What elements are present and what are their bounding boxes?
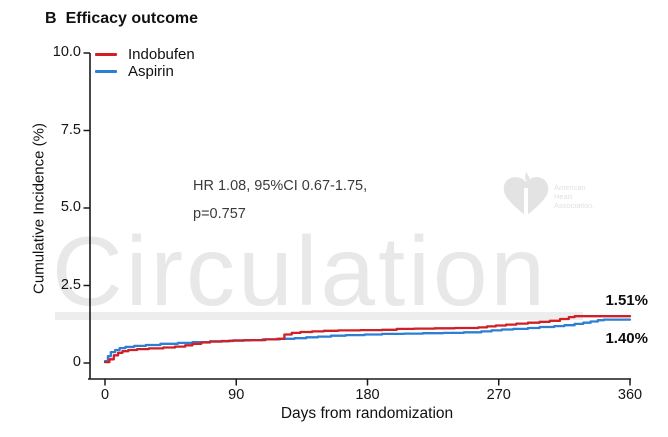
aha-text-line3: Association. (554, 201, 594, 210)
legend: Indobufen Aspirin (95, 46, 195, 80)
legend-label-aspirin: Aspirin (128, 63, 174, 80)
aspirin-line-swatch-icon (95, 70, 117, 73)
circulation-watermark: Circulation (52, 216, 548, 326)
y-tick-label: 5.0 (60, 199, 81, 215)
hr-annotation: HR 1.08, 95%CI 0.67-1.75, p=0.757 (193, 172, 367, 228)
x-tick-label: 0 (100, 387, 110, 403)
y-tick-label: 7.5 (60, 121, 81, 138)
y-tick-label: 10.0 (52, 44, 81, 60)
series-line-indobufen (103, 315, 632, 364)
legend-item-aspirin: Aspirin (95, 63, 195, 80)
legend-item-indobufen: Indobufen (95, 46, 195, 63)
end-label-indobufen: 1.51% (605, 292, 648, 309)
y-tick-label: 0 (72, 354, 81, 370)
x-tick-label: 270 (486, 387, 511, 403)
panel-title-text: Efficacy outcome (65, 10, 199, 27)
x-tick-label: 90 (228, 387, 245, 403)
aha-text-line2: Heart (554, 192, 573, 201)
y-tick-label: 2.5 (60, 276, 81, 293)
x-tick-label: 180 (355, 387, 380, 403)
watermark-underline (55, 312, 583, 320)
indobufen-line-swatch-icon (95, 53, 117, 56)
aha-heart-torch-logo-icon: American Heart Association. (503, 172, 594, 216)
end-label-aspirin: 1.40% (605, 330, 648, 347)
panel-title: B Efficacy outcome (45, 10, 198, 28)
hr-annotation-line2: p=0.757 (193, 206, 246, 222)
x-axis-label: Days from randomization (280, 405, 454, 422)
x-tick-label: 360 (617, 387, 643, 403)
panel-letter: B (45, 10, 57, 27)
hr-annotation-line1: HR 1.08, 95%CI 0.67-1.75, (193, 178, 368, 194)
series-line-aspirin (103, 318, 632, 363)
aha-text-line1: American (554, 183, 586, 192)
legend-label-indobufen: Indobufen (128, 46, 195, 63)
